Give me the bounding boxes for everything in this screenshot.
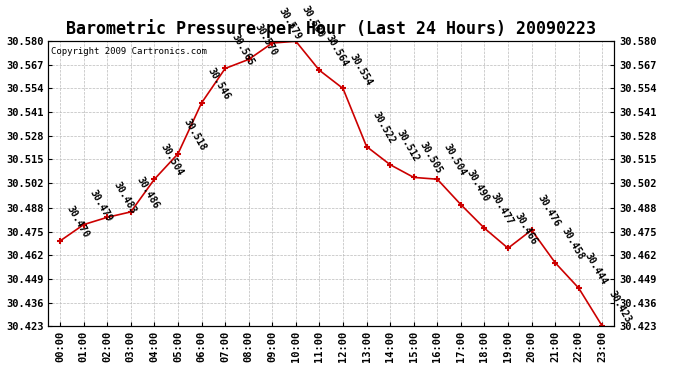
- Text: 30.522: 30.522: [371, 110, 397, 145]
- Text: 30.580: 30.580: [300, 4, 326, 40]
- Text: 30.466: 30.466: [512, 211, 538, 247]
- Text: 30.490: 30.490: [465, 168, 491, 203]
- Text: 30.504: 30.504: [442, 142, 468, 178]
- Text: 30.423: 30.423: [607, 290, 633, 325]
- Text: 30.505: 30.505: [418, 141, 444, 176]
- Text: 30.546: 30.546: [206, 66, 232, 102]
- Text: 30.570: 30.570: [253, 22, 279, 58]
- Text: 30.579: 30.579: [277, 6, 303, 42]
- Text: 30.564: 30.564: [324, 33, 350, 69]
- Text: 30.476: 30.476: [535, 193, 562, 229]
- Text: 30.504: 30.504: [159, 142, 185, 178]
- Text: Copyright 2009 Cartronics.com: Copyright 2009 Cartronics.com: [51, 47, 207, 56]
- Text: 30.470: 30.470: [64, 204, 90, 240]
- Text: 30.444: 30.444: [583, 251, 609, 287]
- Text: 30.512: 30.512: [394, 128, 421, 163]
- Title: Barometric Pressure per Hour (Last 24 Hours) 20090223: Barometric Pressure per Hour (Last 24 Ho…: [66, 20, 596, 38]
- Text: 30.486: 30.486: [135, 175, 161, 210]
- Text: 30.554: 30.554: [347, 51, 373, 87]
- Text: 30.477: 30.477: [489, 191, 515, 227]
- Text: 30.483: 30.483: [111, 180, 138, 216]
- Text: 30.458: 30.458: [560, 226, 586, 261]
- Text: 30.518: 30.518: [182, 117, 208, 152]
- Text: 30.479: 30.479: [88, 188, 114, 223]
- Text: 30.565: 30.565: [229, 32, 255, 67]
